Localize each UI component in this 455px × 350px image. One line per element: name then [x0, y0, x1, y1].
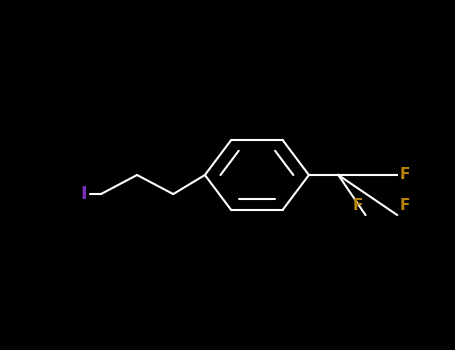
Text: F: F [399, 168, 410, 182]
Text: F: F [353, 198, 363, 213]
Text: F: F [399, 198, 410, 213]
Text: I: I [81, 185, 87, 203]
